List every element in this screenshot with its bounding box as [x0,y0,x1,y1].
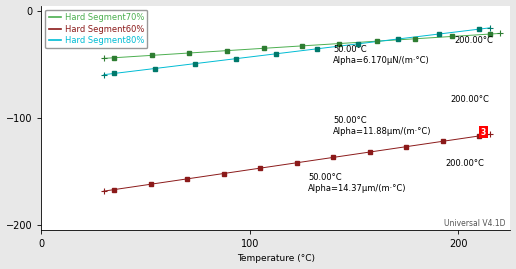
Text: 3: 3 [481,128,486,137]
Text: Universal V4.1D: Universal V4.1D [444,219,506,228]
X-axis label: Temperature (°C): Temperature (°C) [237,254,315,263]
Text: 200.00°C: 200.00°C [446,159,485,168]
Text: 200.00°C: 200.00°C [454,36,493,45]
Text: 50.00°C
Alpha=11.88μm/(m·°C): 50.00°C Alpha=11.88μm/(m·°C) [333,116,432,136]
Text: 50.00°C
Alpha=14.37μm/(m·°C): 50.00°C Alpha=14.37μm/(m·°C) [308,173,407,193]
Legend: Hard Segment70%, Hard Segment60%, Hard Segment80%: Hard Segment70%, Hard Segment60%, Hard S… [45,10,147,48]
Text: 50.00°C
Alpha=6.170μN/(m·°C): 50.00°C Alpha=6.170μN/(m·°C) [333,45,430,65]
Text: 200.00°C: 200.00°C [450,95,489,104]
